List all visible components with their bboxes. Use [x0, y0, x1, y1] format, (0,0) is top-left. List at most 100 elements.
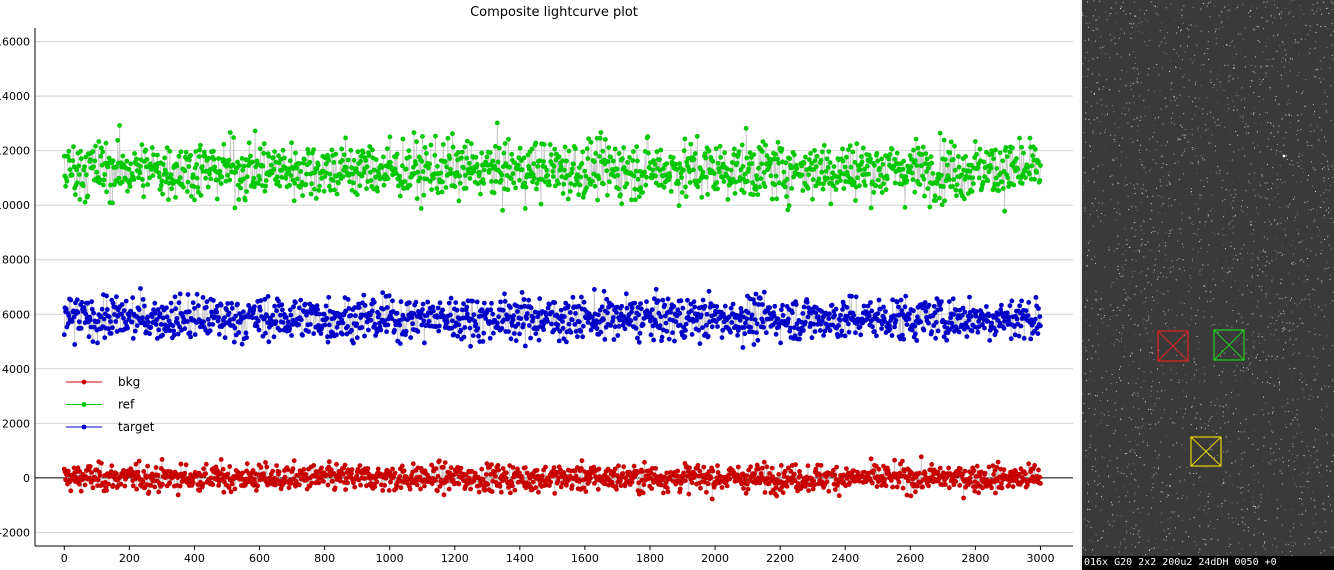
- data-point: [328, 467, 334, 473]
- data-point: [569, 170, 574, 176]
- data-point: [306, 150, 311, 156]
- data-point: [585, 156, 591, 162]
- data-point: [323, 303, 329, 309]
- data-point: [742, 331, 748, 337]
- data-point: [566, 321, 572, 327]
- data-point: [995, 181, 1001, 187]
- data-point: [748, 316, 754, 322]
- data-point: [1037, 314, 1043, 319]
- data-point: [806, 305, 811, 311]
- data-point: [889, 333, 895, 338]
- data-point: [1004, 310, 1010, 316]
- data-point: [664, 328, 670, 334]
- star-field-canvas: [1082, 0, 1334, 556]
- data-point: [343, 487, 348, 492]
- y-tick-label: 8000: [2, 254, 30, 267]
- data-point: [246, 140, 252, 146]
- noise-pixel: [1246, 131, 1247, 133]
- noise-pixel: [1120, 472, 1122, 474]
- data-point: [1007, 479, 1013, 484]
- data-point: [186, 157, 192, 163]
- data-point: [841, 472, 847, 478]
- noise-pixel: [1161, 196, 1163, 198]
- data-point: [316, 480, 322, 486]
- data-point: [124, 158, 130, 164]
- data-point: [126, 166, 132, 172]
- data-point: [616, 151, 622, 156]
- data-point: [212, 164, 218, 170]
- noise-pixel: [1115, 21, 1117, 23]
- data-point: [902, 205, 908, 210]
- data-point: [704, 489, 709, 495]
- data-point: [101, 177, 107, 183]
- data-point: [839, 328, 845, 334]
- data-point: [800, 188, 806, 193]
- data-point: [662, 302, 668, 308]
- data-point: [922, 161, 928, 167]
- noise-pixel: [1089, 447, 1091, 449]
- data-point: [776, 472, 782, 477]
- data-point: [461, 334, 467, 340]
- data-point: [477, 169, 483, 175]
- noise-pixel: [1143, 380, 1145, 382]
- data-point: [459, 155, 464, 161]
- data-point: [620, 156, 625, 162]
- data-point: [343, 308, 348, 314]
- data-point: [682, 136, 688, 142]
- data-point: [203, 304, 209, 310]
- noise-pixel: [1166, 536, 1167, 538]
- noise-pixel: [1191, 128, 1193, 130]
- data-point: [240, 470, 246, 476]
- data-point: [83, 154, 89, 160]
- data-point: [732, 191, 738, 196]
- noise-pixel: [1273, 35, 1275, 37]
- data-point: [138, 286, 143, 291]
- data-point: [806, 172, 811, 178]
- data-point: [194, 291, 200, 297]
- data-point: [500, 207, 505, 213]
- data-point: [769, 465, 775, 471]
- noise-pixel: [1236, 91, 1238, 93]
- data-point: [659, 482, 664, 488]
- data-point: [178, 149, 184, 155]
- data-point: [656, 310, 662, 316]
- data-point: [913, 136, 919, 142]
- data-point: [915, 483, 920, 489]
- data-point: [844, 154, 849, 160]
- data-point: [495, 159, 501, 165]
- data-point: [627, 322, 632, 327]
- data-point: [671, 303, 677, 309]
- noise-pixel: [1300, 431, 1302, 433]
- data-point: [812, 329, 818, 334]
- data-point: [506, 485, 511, 490]
- data-point: [522, 343, 528, 349]
- data-point: [549, 152, 554, 158]
- data-point: [199, 164, 205, 170]
- data-point: [900, 458, 905, 464]
- data-point: [192, 197, 197, 203]
- data-point: [210, 482, 216, 488]
- data-point: [302, 157, 307, 163]
- lightcurve-chart: -200002000400060008000100001200014000160…: [0, 28, 1073, 565]
- data-point: [689, 480, 695, 486]
- data-point: [312, 170, 318, 175]
- data-point: [356, 305, 362, 310]
- noise-pixel: [1313, 114, 1315, 116]
- noise-pixel: [1116, 278, 1118, 280]
- data-point: [288, 173, 294, 178]
- data-point: [819, 149, 825, 155]
- data-point: [191, 184, 197, 190]
- data-point: [873, 183, 879, 189]
- data-point: [419, 322, 425, 328]
- data-point: [809, 335, 815, 341]
- data-point: [710, 158, 716, 164]
- data-point: [254, 488, 259, 493]
- data-point: [889, 146, 895, 152]
- data-point: [627, 155, 632, 160]
- data-point: [354, 321, 360, 327]
- data-point: [969, 189, 975, 194]
- data-point: [68, 488, 74, 494]
- data-point: [312, 186, 317, 192]
- data-point: [775, 139, 781, 145]
- noise-pixel: [1321, 388, 1322, 390]
